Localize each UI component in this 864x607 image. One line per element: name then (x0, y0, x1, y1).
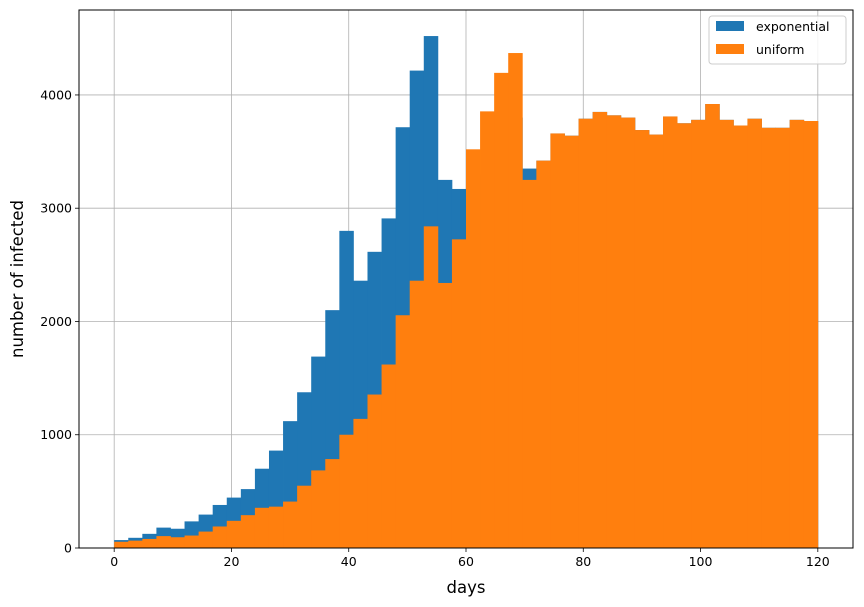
bar-uniform (297, 485, 312, 548)
bar-uniform (550, 133, 565, 548)
bar-uniform (198, 531, 214, 548)
bar-uniform (268, 506, 284, 548)
y-tick-label: 4000 (40, 87, 72, 102)
bar-uniform (466, 149, 481, 548)
bar-uniform (648, 134, 664, 548)
x-tick-label: 60 (458, 554, 474, 569)
x-tick-label: 100 (689, 554, 713, 569)
bar-uniform (254, 507, 270, 548)
bar-uniform (142, 538, 157, 548)
legend-label-exponential: exponential (756, 19, 830, 34)
bar-uniform (437, 282, 453, 548)
bar-uniform (803, 120, 819, 548)
bar-uniform (311, 470, 326, 548)
bar-uniform (733, 125, 748, 549)
y-tick-label: 1000 (40, 427, 72, 442)
bar-uniform (775, 127, 791, 548)
y-tick-label: 2000 (40, 314, 72, 329)
bar-uniform (761, 127, 776, 548)
y-axis-ticks: 0 1000 2000 3000 4000 (40, 87, 79, 556)
y-tick-label: 0 (64, 541, 72, 556)
bar-uniform (451, 239, 467, 548)
legend-swatch-exponential (716, 21, 744, 31)
legend-label-uniform: uniform (756, 42, 804, 57)
bar-uniform (423, 226, 439, 548)
x-tick-label: 40 (341, 554, 357, 569)
bar-uniform (480, 111, 495, 548)
bar-uniform (395, 315, 411, 548)
bar-uniform (156, 536, 171, 548)
bar-uniform (789, 119, 805, 548)
bar-uniform (226, 520, 242, 548)
histogram-bars (114, 36, 819, 549)
x-tick-label: 120 (806, 554, 830, 569)
bar-uniform (325, 459, 340, 548)
bar-uniform (494, 72, 509, 548)
bar-uniform (747, 118, 762, 548)
bar-uniform (536, 160, 551, 548)
bar-uniform (128, 540, 143, 548)
bar-uniform (339, 434, 354, 548)
bar-uniform (634, 130, 650, 548)
x-axis-ticks: 0 20 40 60 80 100 120 (110, 548, 830, 569)
bar-uniform (381, 364, 397, 548)
bar-uniform (691, 119, 706, 548)
bar-uniform (677, 123, 692, 549)
legend: exponential uniform (708, 15, 847, 65)
bar-uniform (212, 526, 228, 548)
bar-uniform (283, 501, 298, 548)
x-tick-label: 0 (110, 554, 118, 569)
bar-uniform (578, 118, 594, 548)
bar-uniform (522, 179, 537, 549)
x-tick-label: 20 (224, 554, 240, 569)
bar-uniform (606, 115, 622, 548)
bar-uniform (114, 541, 129, 548)
x-axis-title: days (447, 578, 486, 597)
bar-uniform (409, 280, 425, 548)
bar-uniform (240, 515, 256, 548)
bar-uniform (663, 116, 678, 548)
bar-uniform (564, 135, 579, 548)
bar-uniform (170, 537, 185, 548)
bar-uniform (705, 104, 720, 548)
bar-uniform (184, 535, 200, 548)
bar-uniform (367, 394, 382, 548)
y-tick-label: 3000 (40, 201, 72, 216)
bar-uniform (508, 53, 523, 548)
bar-uniform (719, 119, 734, 548)
bar-uniform (620, 117, 636, 548)
bar-uniform (353, 418, 368, 548)
bar-uniform (592, 111, 608, 549)
y-axis-title: number of infected (8, 200, 27, 358)
legend-swatch-uniform (716, 44, 744, 54)
x-tick-label: 80 (575, 554, 591, 569)
